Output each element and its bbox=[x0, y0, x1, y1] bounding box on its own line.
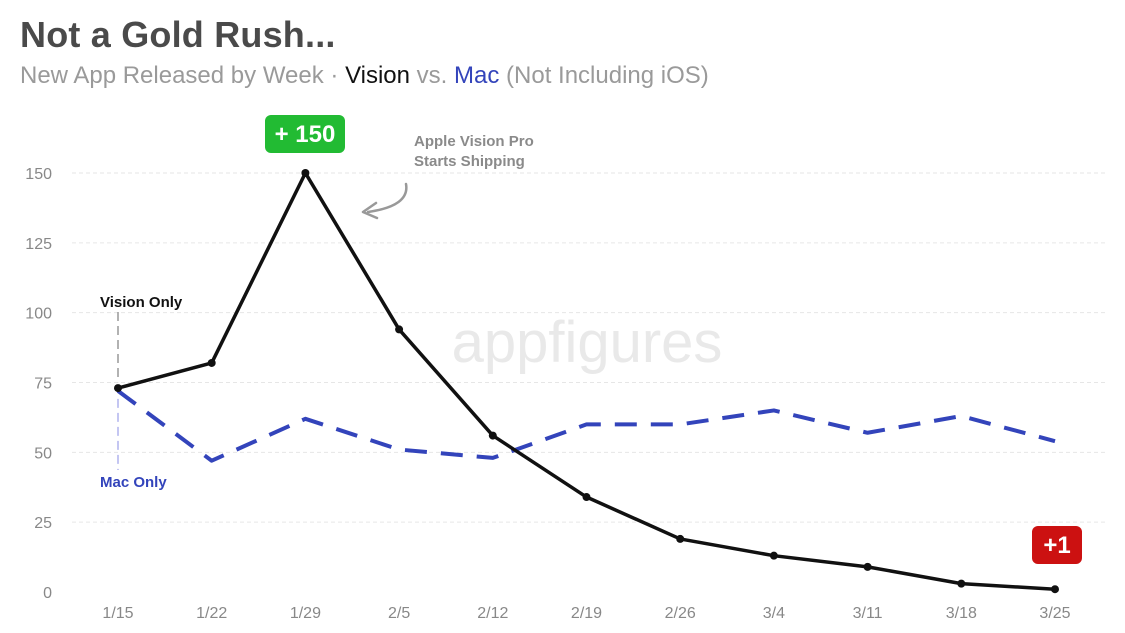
subtitle-vision: Vision bbox=[345, 62, 410, 89]
vision-point-3-11 bbox=[863, 562, 872, 571]
shipping-annotation-line2: Starts Shipping bbox=[414, 153, 525, 170]
series-lines bbox=[114, 169, 1059, 594]
subtitle-vs: vs. bbox=[410, 62, 455, 89]
y-tick-label-75: 75 bbox=[34, 376, 52, 393]
x-tick-label-3-4: 3/4 bbox=[763, 605, 785, 622]
x-tick-label-3-11: 3/11 bbox=[853, 605, 883, 622]
x-tick-label-1-15: 1/15 bbox=[102, 605, 133, 622]
y-tick-label-150: 150 bbox=[25, 166, 52, 183]
y-axis-ticks: 0 25 50 75 100 125 150 bbox=[25, 166, 52, 602]
vision-point-2-12 bbox=[488, 431, 497, 440]
subtitle-suffix: (Not Including iOS) bbox=[499, 62, 709, 89]
y-tick-label-125: 125 bbox=[25, 236, 52, 253]
x-tick-label-2-19: 2/19 bbox=[571, 605, 602, 622]
vision-point-1-29 bbox=[301, 169, 310, 177]
vision-point-3-18 bbox=[957, 579, 966, 588]
vision-point-1-22 bbox=[207, 358, 216, 367]
mac-only-label: Mac Only bbox=[100, 474, 167, 491]
end-badge bbox=[1032, 526, 1082, 564]
arrow-head-icon bbox=[361, 201, 379, 220]
x-tick-label-2-12: 2/12 bbox=[477, 605, 508, 622]
y-tick-label-25: 25 bbox=[34, 515, 52, 532]
vision-point-3-4 bbox=[769, 551, 778, 560]
chart-subtitle: New App Released by Week · Vision vs. Ma… bbox=[20, 62, 709, 90]
y-tick-label-0: 0 bbox=[43, 585, 52, 602]
vision-series-line bbox=[117, 171, 1056, 591]
vision-point-2-19 bbox=[582, 493, 591, 502]
x-tick-label-3-25: 3/25 bbox=[1039, 605, 1070, 622]
x-tick-label-3-18: 3/18 bbox=[946, 605, 977, 622]
x-tick-label-1-22: 1/22 bbox=[196, 605, 227, 622]
x-axis-ticks: 1/15 1/22 1/29 2/5 2/12 2/19 2/26 3/4 3/11 3/18 3/… bbox=[102, 605, 1070, 622]
x-tick-label-2-26: 2/26 bbox=[665, 605, 696, 622]
vision-point-2-26 bbox=[676, 534, 685, 543]
y-tick-label-50: 50 bbox=[34, 445, 52, 462]
peak-badge-label: + 150 bbox=[275, 121, 336, 148]
vision-point-3-25 bbox=[1051, 585, 1059, 594]
subtitle-prefix: New App Released by Week · bbox=[20, 62, 346, 89]
vision-only-label: Vision Only bbox=[100, 294, 183, 311]
x-tick-label-1-29: 1/29 bbox=[290, 605, 321, 622]
shipping-annotation-line1: Apple Vision Pro bbox=[414, 133, 534, 150]
chart-title: Not a Gold Rush... bbox=[20, 14, 336, 55]
x-tick-label-2-5: 2/5 bbox=[388, 605, 410, 622]
vision-point-2-5 bbox=[395, 325, 404, 334]
mac-series-line bbox=[116, 389, 1056, 463]
shipping-arrow-icon bbox=[366, 182, 408, 214]
peak-badge bbox=[265, 115, 345, 153]
end-badge-label: +1 bbox=[1043, 532, 1070, 559]
vision-point-1-15 bbox=[114, 384, 122, 393]
y-tick-label-100: 100 bbox=[25, 306, 52, 323]
appfigures-watermark: appfigures bbox=[452, 310, 723, 375]
subtitle-mac: Mac bbox=[454, 62, 500, 89]
